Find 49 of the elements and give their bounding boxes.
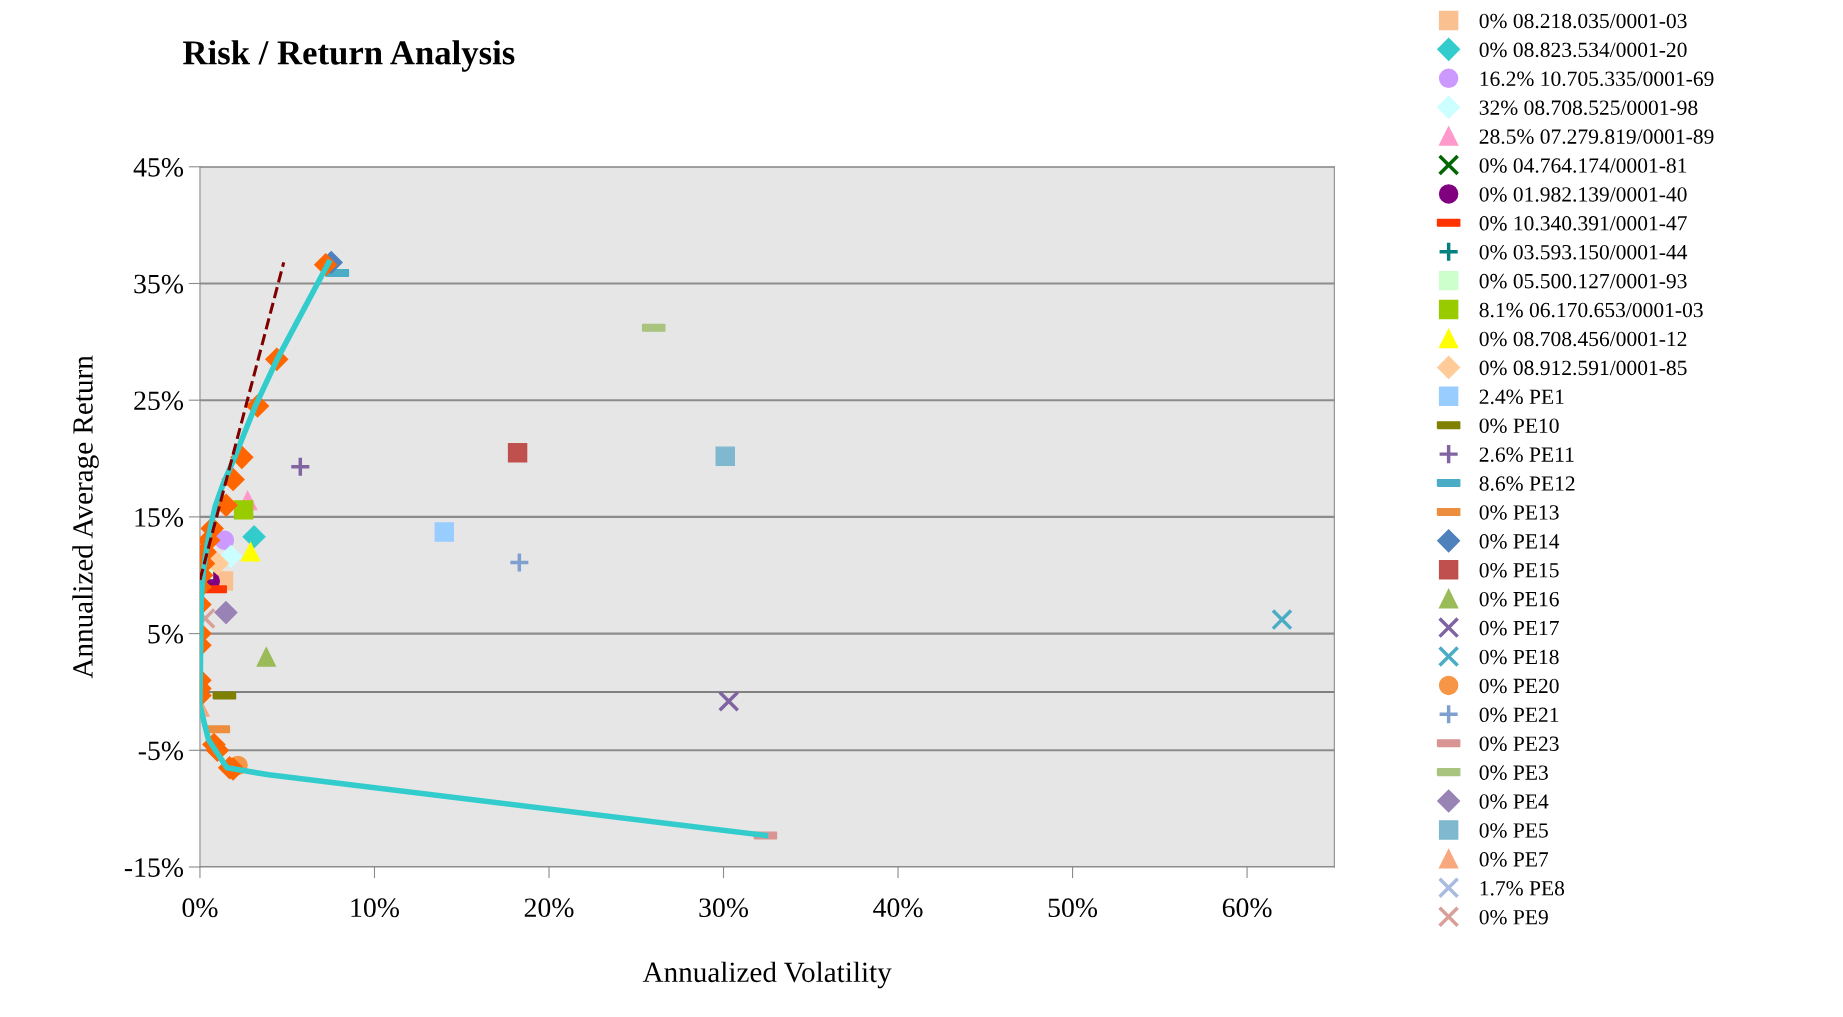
y-tick-label: 25%	[134, 391, 184, 411]
y-axis-title: Annualized Average Return	[72, 355, 99, 679]
legend-label: 0% 01.982.139/0001-40	[1479, 187, 1687, 202]
legend-label: 0% 08.912.591/0001-85	[1479, 360, 1687, 376]
legend-label: 2.6% PE11	[1479, 447, 1574, 462]
legend-label: 0% PE16	[1479, 591, 1559, 607]
legend-label: 0% 10.340.391/0001-47	[1479, 216, 1687, 231]
x-tick-label: 40%	[873, 898, 923, 918]
legend-label: 0% 08.218.035/0001-03	[1479, 13, 1687, 29]
legend-label: 8.1% 06.170.653/0001-03	[1479, 302, 1703, 318]
legend-label: 0% 05.500.127/0001-93	[1479, 273, 1687, 289]
legend-label: 0% 08.708.456/0001-12	[1479, 331, 1687, 347]
legend-label: 0% PE15	[1479, 562, 1559, 578]
legend-label: 0% PE10	[1479, 418, 1559, 434]
legend-label: 0% PE23	[1479, 736, 1559, 752]
legend-label: 0% PE17	[1479, 620, 1559, 636]
legend-label: 0% PE5	[1479, 823, 1548, 838]
legend-label: 0% PE3	[1479, 765, 1548, 780]
x-tick-label: 20%	[524, 898, 574, 918]
x-tick-label: 0%	[182, 898, 218, 918]
legend-label: 0% 04.764.174/0001-81	[1479, 158, 1687, 173]
legend-label: 0% PE14	[1479, 534, 1560, 549]
y-tick-label: 15%	[135, 508, 184, 527]
legend-label: 1.7% PE8	[1480, 881, 1565, 896]
legend-label: 0% PE18	[1479, 649, 1559, 665]
legend-label: 32% 08.708.525/0001-98	[1479, 100, 1698, 116]
legend-label: 8.6% PE12	[1479, 476, 1575, 491]
x-tick-label: 10%	[351, 898, 399, 918]
legend-label: 28.5% 07.279.819/0001-89	[1479, 129, 1714, 144]
legend-label: 0% 03.593.150/0001-44	[1479, 244, 1688, 260]
legend-label: 16.2% 10.705.335/0001-69	[1480, 71, 1714, 87]
y-tick-label: -15%	[124, 858, 184, 877]
legend-label: 0% PE21	[1479, 707, 1559, 723]
y-tick-label: -5%	[138, 741, 184, 761]
x-tick-label: 60%	[1222, 898, 1272, 918]
legend-label: 0% PE7	[1479, 852, 1549, 867]
y-tick-label: 45%	[133, 157, 184, 177]
x-tick-label: 50%	[1048, 898, 1098, 918]
y-tick-label: 5%	[148, 624, 184, 644]
legend-label: 0% PE20	[1479, 678, 1559, 694]
legend-label: 0% PE13	[1479, 505, 1559, 520]
x-tick-label: 30%	[699, 898, 749, 918]
legend-label: 0% 08.823.534/0001-20	[1479, 42, 1687, 58]
chart-title: Risk / Return Analysis	[183, 40, 515, 72]
legend-label: 2.4% PE1	[1479, 389, 1564, 405]
legend-label: 0% PE4	[1479, 794, 1549, 809]
y-tick-label: 35%	[134, 274, 184, 294]
x-axis-title: Annualized Volatility	[642, 961, 892, 989]
legend-label: 0% PE9	[1479, 909, 1548, 925]
